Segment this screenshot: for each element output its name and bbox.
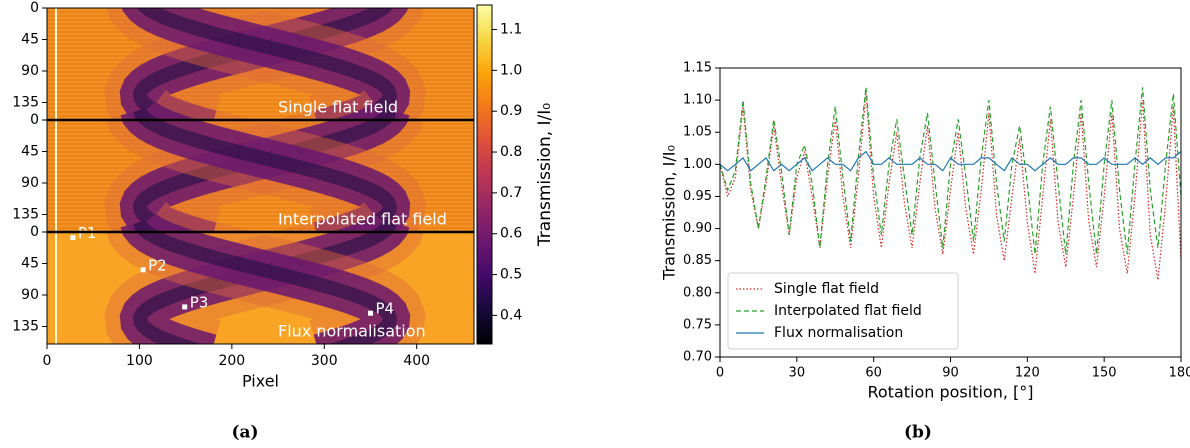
y-tick-label: 0.95 [683,189,712,204]
colorbar-tick-label: 0.8 [500,144,522,160]
y-tick-label: 0 [30,112,39,128]
y-tick-label: 0 [30,224,39,240]
panel-label: Flux normalisation [278,322,426,341]
plot-frame [719,67,1182,358]
point-label: P3 [190,293,209,311]
y-tick-label: 135 [12,207,39,223]
y-tick-label: 1.05 [683,125,712,140]
x-tick-label: 0 [716,366,724,381]
point [367,310,373,316]
y-tick-label: 45 [21,256,39,272]
colorbar-tick-label: 1.0 [500,62,522,78]
y-axis-label: Transmission, I/I₀ [660,145,679,281]
frame [46,7,475,345]
y-tick-label: 0.80 [683,285,712,300]
point [182,304,188,310]
y-tick-label: 0.90 [683,221,712,236]
x-tick-label: 30 [789,366,806,381]
x-tick-label: 0 [43,353,52,369]
point-label: P4 [375,300,394,318]
y-tick-label: 90 [21,63,39,79]
colorbar-tick-label: 1.1 [500,22,522,38]
image [47,8,474,344]
y-tick-label: 1.10 [683,93,712,108]
legend-box [727,272,959,350]
x-axis-label: Pixel [242,372,279,391]
x-tick-label: 60 [865,366,882,381]
y-tick-label: 1.00 [683,157,712,172]
y-tick-label: 135 [12,95,39,111]
caption: (b) [904,423,932,443]
x-tick-label: 300 [311,353,338,369]
panel-label: Single flat field [278,98,398,117]
legend-label: Interpolated flat field [774,303,922,319]
x-tick-label: 100 [126,353,153,369]
band-core [133,220,398,344]
x-tick-label: 180 [1169,366,1190,381]
x-tick-label: 400 [403,353,430,369]
colorbar-tick-label: 0.7 [500,185,522,201]
legend-label: Flux normalisation [774,325,903,341]
y-tick-label: 90 [21,175,39,191]
colorbar-tick-label: 0.9 [500,103,522,119]
point [70,235,76,241]
colorbar-tick-label: 0.4 [500,307,522,323]
colorbar-tick-label: 0.5 [500,267,522,283]
series-line [719,93,1182,281]
y-tick-label: 90 [21,287,39,303]
x-tick-label: 200 [218,353,245,369]
point [140,267,146,273]
y-tick-label: 0.85 [683,253,712,268]
x-tick-label: 90 [942,366,959,381]
point-label: P2 [148,256,167,274]
series-line [719,150,1182,172]
y-tick-label: 0 [30,0,39,16]
colorbar [476,4,493,345]
caption: (a) [231,423,258,443]
y-tick-label: 0.75 [683,317,712,332]
x-tick-label: 150 [1092,366,1117,381]
legend-label: Single flat field [774,281,879,297]
y-tick-label: 45 [21,144,39,160]
y-tick-label: 45 [21,32,39,48]
panel-label: Interpolated flat field [278,210,447,229]
colorbar-label: Transmission, I/I₀ [535,103,555,247]
x-tick-label: 120 [1015,366,1040,381]
y-tick-label: 0.70 [683,350,712,365]
band-core [132,220,397,344]
y-tick-label: 1.15 [683,61,712,76]
y-tick-label: 135 [12,319,39,335]
x-axis-label: Rotation position, [°] [867,383,1033,402]
colorbar-tick-label: 0.6 [500,226,522,242]
